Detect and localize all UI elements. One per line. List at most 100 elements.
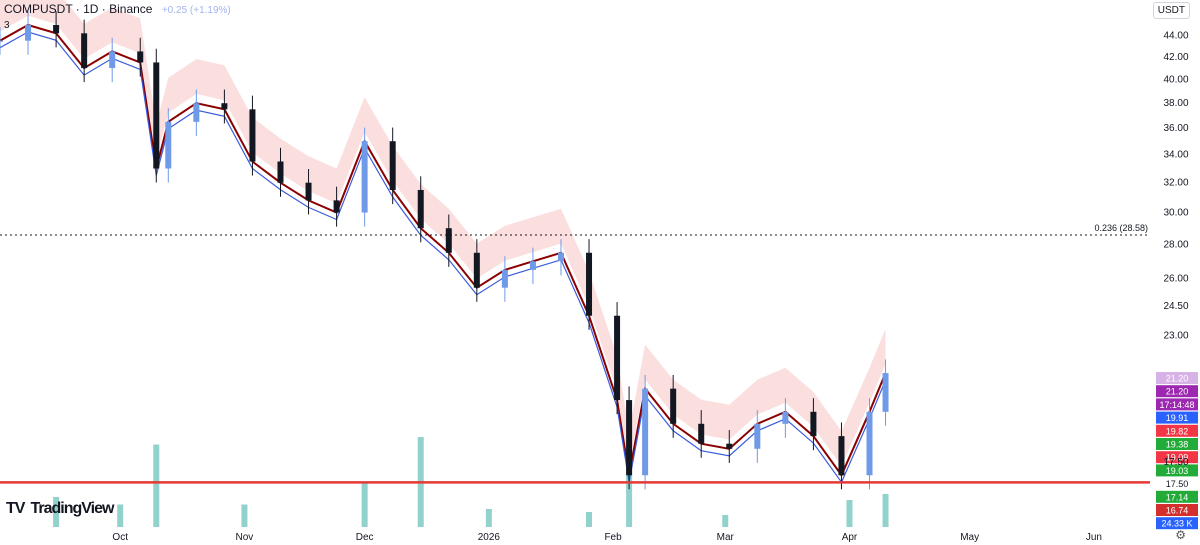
y-tick-label: 38.00 [1163,98,1188,109]
candle [529,261,536,270]
volume-bar [722,515,729,527]
volume-bar [882,494,889,527]
price-label-box [1156,411,1198,424]
price-label: 21.20 [1166,374,1189,384]
annotation-label: 0.236 (28.58) [1094,223,1148,233]
y-tick-label: 23.00 [1163,330,1188,341]
candle [754,423,761,449]
tradingview-logo[interactable]: TV TradingView [6,500,119,518]
price-label: 21.20 [1166,387,1189,397]
y-tick-label: 34.00 [1163,150,1188,161]
x-tick-label: Dec [356,532,374,543]
candles [0,11,889,490]
price-label: 17:14:48 [1159,400,1194,410]
price-label-box [1156,504,1198,516]
candle [445,228,452,253]
price-label: 24.33 K [1161,519,1192,529]
price-label-box [1156,438,1198,450]
price-label: 19.91 [1166,413,1189,423]
price-label-box [1156,385,1198,398]
candle [153,62,160,169]
volume-bar [153,444,160,527]
candle [417,189,424,229]
volume-bar [117,504,124,527]
candle [726,443,733,449]
candle [389,141,396,190]
candle [670,388,677,424]
price-label-box [1156,477,1198,490]
price-label-box [1156,517,1198,530]
candle [501,269,508,288]
volume-bar [53,497,60,527]
currency-label[interactable]: USDT [1152,2,1190,19]
price-label-box [1156,398,1198,411]
volume-bar [846,500,853,527]
x-tick-label: Oct [112,532,128,543]
y-tick-label: 40.00 [1163,74,1188,85]
candle [193,103,200,122]
indicator-count[interactable]: 3 [4,20,10,31]
candle [698,423,705,444]
candle [614,315,621,401]
y-tick-label: 44.00 [1163,30,1188,41]
candle [838,436,845,476]
volume-bar [485,509,492,527]
candle [782,411,789,424]
y-tick-label: 17.50 [1163,457,1188,468]
candle [361,141,368,213]
chart-header: COMPUSDT · 1D · Binance +0.25 (+1.19%) [4,2,231,16]
price-change: +0.25 (+1.19%) [161,5,231,16]
x-tick-label: Apr [842,532,858,543]
x-tick-label: 2026 [478,532,501,543]
x-tick-label: Nov [236,532,254,543]
y-tick-label: 24.50 [1163,301,1188,312]
candle [277,161,284,183]
price-label: 17.50 [1166,479,1189,489]
y-tick-label: 42.00 [1163,52,1188,63]
candle [305,182,312,201]
price-label-box [1156,451,1198,464]
candle [642,388,649,476]
volume-bar [626,474,633,527]
y-tick-label: 36.00 [1163,123,1188,134]
candle [586,252,593,316]
candle [109,51,116,69]
candle [866,411,873,476]
price-label-box [1156,464,1198,477]
volume-bar [241,504,248,527]
price-label: 19.38 [1166,440,1189,450]
symbol-title[interactable]: COMPUSDT · 1D · Binance [4,2,153,16]
gear-icon[interactable]: ⚙ [1175,528,1186,542]
y-tick-label: 26.00 [1163,274,1188,285]
volume-bar [361,482,368,527]
x-tick-label: Jun [1086,532,1102,543]
price-label: 16.74 [1166,506,1189,516]
ichimoku-cloud [0,0,886,467]
x-tick-label: Mar [717,532,735,543]
time-axis: Oct Nov Dec 2026 Feb Mar Apr May Jun [112,532,1102,543]
annotations: 0.236 (28.58) 21.20 21.20 17:14:48 19.91 19.8… [0,223,1198,530]
volume-bar [586,512,593,527]
candle [882,373,889,412]
candle [810,411,817,437]
candle [249,109,256,162]
price-label-box [1156,490,1198,503]
y-tick-label: 32.00 [1163,178,1188,189]
candle [25,25,32,41]
logo-text: TradingView [30,500,114,517]
price-label: 19.09 [1166,453,1189,463]
tradingview-logo-icon: TV [6,500,25,517]
cloud-band [0,0,886,467]
candle [557,252,564,262]
candle [53,25,60,34]
price-label-box [1156,372,1198,384]
candle [137,51,144,63]
y-tick-label: 30.00 [1163,208,1188,219]
candle [473,252,480,288]
price-label: 17.14 [1166,492,1189,502]
x-tick-label: May [960,532,979,543]
x-tick-label: Feb [604,532,622,543]
price-label-box [1156,424,1198,437]
price-label: 19.03 [1166,466,1189,476]
